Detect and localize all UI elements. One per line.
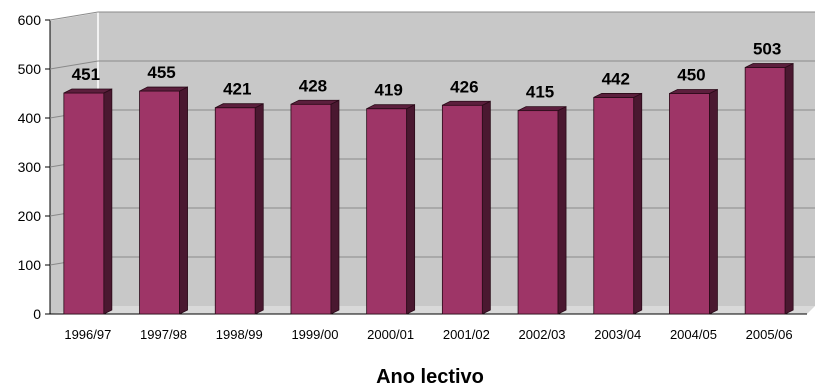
data-label: 419	[374, 81, 402, 100]
bar	[139, 90, 180, 315]
bar	[366, 108, 408, 315]
x-tick-label: 2004/05	[670, 327, 717, 342]
x-tick-label: 2005/06	[746, 327, 793, 342]
data-label: 421	[223, 80, 251, 99]
bar-top	[669, 89, 718, 94]
data-label: 442	[602, 69, 630, 88]
bar-side	[633, 92, 643, 315]
bar	[441, 104, 483, 315]
y-tick-label: 200	[18, 208, 42, 224]
y-tick-label: 600	[18, 12, 42, 28]
y-tick-label: 400	[18, 110, 42, 126]
bars	[63, 62, 794, 315]
bar-side	[179, 86, 188, 315]
bar-side	[784, 62, 794, 315]
bar-side	[557, 106, 567, 315]
bar	[517, 110, 559, 315]
bar-side	[406, 104, 416, 315]
bar-side	[330, 99, 340, 315]
data-label: 426	[450, 77, 478, 96]
x-tick-label: 1999/00	[291, 327, 338, 342]
bar	[669, 93, 710, 315]
y-axis-tick-labels: 0 100 200 300 400 500 600	[18, 12, 42, 322]
data-label: 450	[677, 66, 705, 85]
bar-top	[215, 103, 264, 109]
bar-top	[517, 106, 567, 112]
x-axis-title: Ano lectivo	[376, 366, 484, 385]
x-tick-label: 2001/02	[443, 327, 490, 342]
bar	[744, 67, 786, 315]
data-labels: 451 455 421 428 419 426 415 442 450 503	[72, 40, 782, 102]
bar	[63, 92, 105, 315]
bar-top	[290, 99, 340, 105]
bar-side	[709, 88, 718, 315]
bar-top	[442, 100, 491, 106]
bar	[290, 103, 332, 315]
x-tick-label: 1998/99	[216, 327, 263, 342]
x-tick-label: 1996/97	[64, 327, 111, 342]
x-tick-label: 2003/04	[594, 327, 641, 342]
data-label: 503	[753, 40, 781, 59]
gridline	[49, 11, 815, 21]
x-tick-label: 1997/98	[140, 327, 187, 342]
y-tick-label: 300	[18, 159, 42, 175]
bar-side	[254, 103, 264, 315]
gridline	[49, 60, 815, 70]
y-tick-label: 0	[33, 306, 41, 322]
bar-top	[366, 104, 415, 110]
x-tick-label: 2002/03	[519, 327, 566, 342]
x-axis-tick-labels: 1996/97 1997/98 1998/99 1999/00 2000/01 2001/…	[64, 327, 792, 342]
x-tick-label: 2000/01	[367, 327, 414, 342]
y-tick-label: 100	[18, 257, 42, 273]
bar-top	[744, 63, 794, 68]
y-tick-label: 500	[18, 61, 42, 77]
bar-top	[139, 86, 188, 92]
data-label: 451	[72, 65, 100, 84]
bar-side	[103, 88, 113, 315]
bar-top	[63, 88, 113, 94]
data-label: 455	[147, 63, 175, 82]
bar	[214, 107, 256, 315]
bar-top	[593, 93, 642, 98]
bar	[593, 97, 635, 315]
data-label: 428	[299, 76, 327, 95]
bar-side	[481, 100, 491, 315]
data-label: 415	[526, 83, 554, 102]
